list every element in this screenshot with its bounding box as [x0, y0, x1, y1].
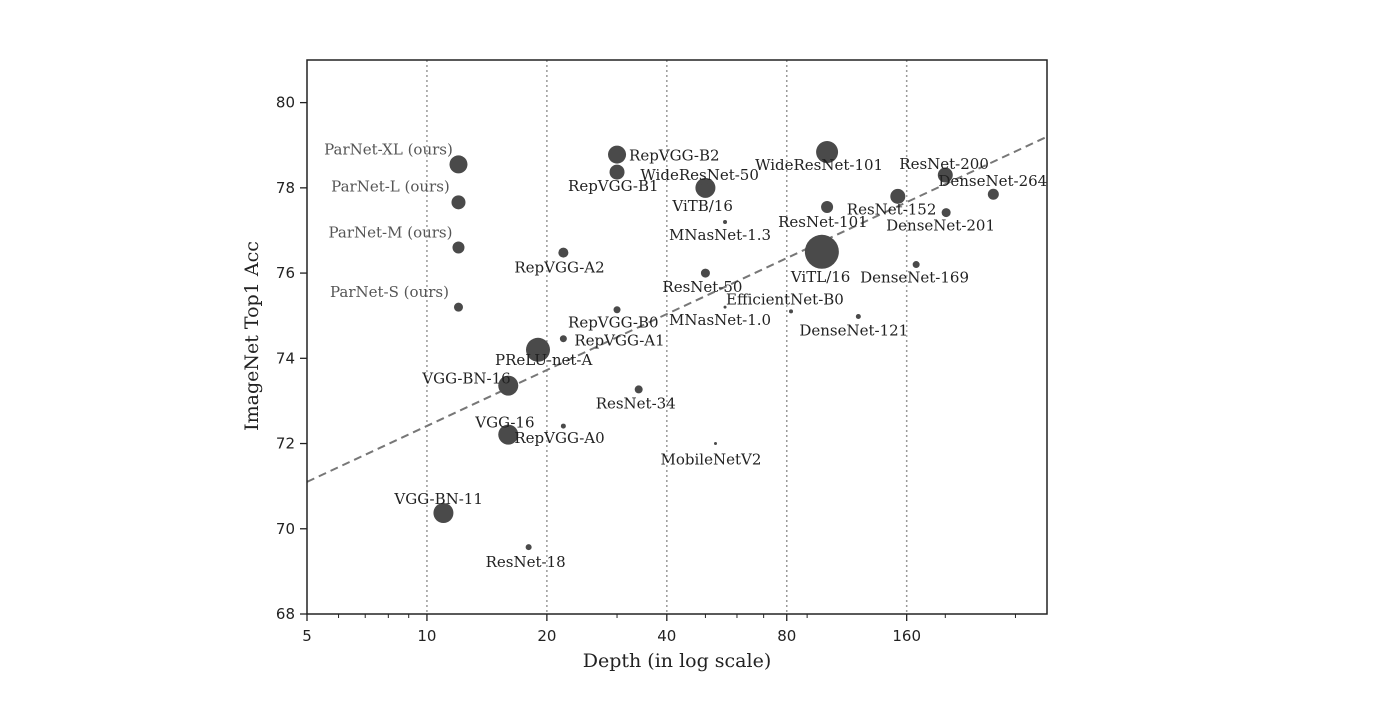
point-label: DenseNet-121 [799, 322, 908, 340]
y-tick-label: 76 [276, 264, 295, 282]
data-point [937, 167, 953, 183]
point-label: ResNet-101 [778, 213, 868, 231]
point-label: MobileNetV2 [661, 451, 762, 469]
point-label: ResNet-18 [486, 553, 566, 571]
data-point [987, 188, 999, 200]
data-point [789, 309, 794, 314]
point-label: ParNet-M (ours) [328, 224, 452, 242]
data-point [560, 423, 566, 429]
data-point [525, 337, 550, 362]
point-label: RepVGG-B0 [568, 314, 658, 332]
data-point [451, 195, 466, 210]
point-label: ResNet-34 [596, 394, 676, 412]
y-tick-label: 78 [276, 179, 295, 197]
point-label: MNasNet-1.0 [669, 311, 771, 329]
y-axis-title: ImageNet Top1 Acc [241, 241, 263, 431]
point-label: MNasNet-1.3 [669, 226, 771, 244]
point-label: DenseNet-201 [886, 217, 995, 235]
point-label: RepVGG-B2 [629, 147, 719, 165]
point-label: RepVGG-A0 [514, 429, 604, 447]
data-point [890, 188, 906, 204]
x-axis-title: Depth (in log scale) [583, 650, 772, 672]
data-point [700, 268, 710, 278]
data-point [855, 314, 861, 320]
data-point [613, 306, 621, 314]
data-point [558, 247, 569, 258]
point-label: VGG-BN-16 [421, 370, 510, 388]
x-tick-label: 20 [537, 627, 556, 645]
point-label: VGG-BN-11 [393, 490, 482, 508]
data-point [804, 234, 839, 269]
point-label: DenseNet-169 [860, 269, 969, 287]
point-label: ResNet-152 [847, 200, 937, 218]
data-point [912, 261, 920, 269]
data-point [714, 442, 718, 446]
data-point [559, 335, 567, 343]
y-tick-label: 70 [276, 520, 295, 538]
point-label: ParNet-S (ours) [330, 283, 449, 301]
data-point [723, 219, 728, 224]
y-tick-label: 80 [276, 94, 295, 112]
data-point [941, 208, 951, 218]
point-label: ParNet-L (ours) [331, 177, 450, 195]
data-point [433, 503, 454, 524]
grid-layer [426, 60, 908, 614]
point-label: ViTL/16 [790, 268, 850, 286]
data-point [816, 141, 839, 164]
data-point [449, 155, 468, 174]
trend-line [306, 135, 1048, 483]
data-point [498, 375, 519, 396]
point-label: WideResNet-101 [755, 156, 883, 174]
point-label: VGG-16 [474, 414, 534, 432]
point-label: ResNet-50 [662, 278, 742, 296]
data-point [634, 385, 643, 394]
trend-layer [306, 135, 1048, 483]
point-label: PReLU-net-A [495, 351, 592, 369]
x-tick-label: 160 [892, 627, 921, 645]
data-point [608, 145, 627, 164]
y-tick-label: 74 [276, 349, 295, 367]
point-label: DenseNet-264 [938, 172, 1047, 190]
x-tick-label: 40 [657, 627, 676, 645]
data-point [700, 182, 711, 193]
x-tick-label: 80 [777, 627, 796, 645]
data-point [821, 201, 834, 214]
data-point [452, 241, 465, 254]
point-label: RepVGG-A1 [574, 332, 664, 350]
point-label: RepVGG-A2 [514, 259, 604, 277]
x-tick-label: 10 [417, 627, 436, 645]
data-point [723, 305, 727, 309]
point-label: ViTB/16 [671, 197, 733, 215]
data-point [609, 164, 625, 180]
point-label: EfficientNet-B0 [726, 290, 844, 308]
points-layer [433, 141, 999, 551]
point-label: RepVGG-B1 [568, 177, 658, 195]
y-tick-label: 72 [276, 435, 295, 453]
y-tick-label: 68 [276, 605, 295, 623]
axes-layer: 5 10 20 40 80 160 68 70 72 74 76 78 80 [276, 59, 1048, 645]
labels-layer: ParNet-XL (ours) ParNet-L (ours) ParNet-M … [324, 140, 1047, 571]
data-point [453, 302, 463, 312]
x-tick-label: 5 [302, 627, 312, 645]
point-label: ResNet-200 [899, 155, 989, 173]
plot-frame [306, 59, 1048, 615]
point-label: WideResNet-50 [640, 166, 758, 184]
data-point [498, 424, 519, 445]
data-point [525, 544, 532, 551]
point-label: ParNet-XL (ours) [324, 140, 453, 158]
